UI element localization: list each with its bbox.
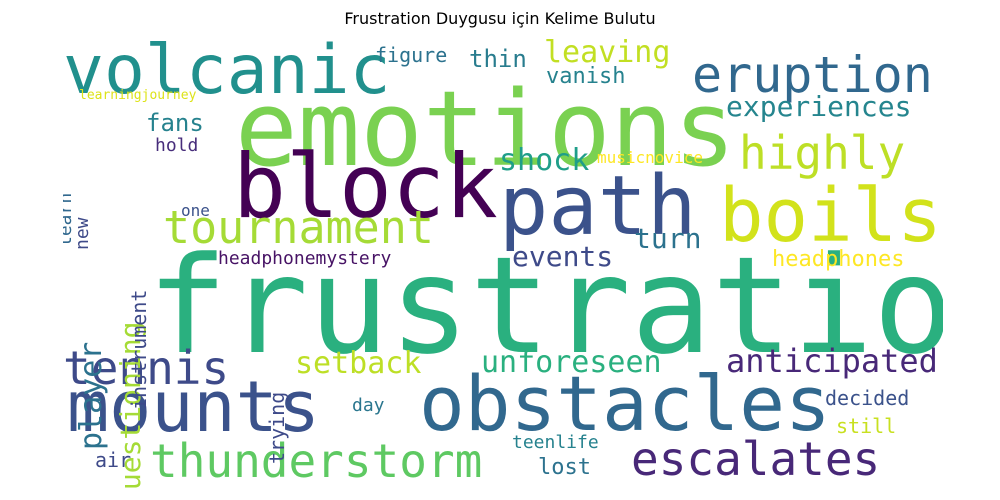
cloud-word-learn: learn: [63, 192, 76, 247]
cloud-word-highly: highly: [739, 126, 906, 180]
cloud-word-boils: boils: [719, 173, 942, 259]
cloud-word-shock: shock: [499, 143, 590, 178]
cloud-word-decided: decided: [825, 386, 910, 410]
cloud-word-instrument: instrument: [127, 289, 151, 410]
cloud-word-block: block: [233, 135, 498, 238]
cloud-word-learningjourney: learningjourney: [79, 88, 197, 103]
cloud-word-path: path: [499, 159, 697, 254]
figure-title: Frustration Duygusu için Kelime Bulutu: [344, 9, 656, 28]
cloud-word-air: air: [95, 448, 132, 472]
cloud-word-trying: trying: [265, 391, 289, 464]
cloud-word-figure: figure: [375, 43, 448, 67]
cloud-word-fans: fans: [146, 109, 204, 137]
cloud-word-lost: lost: [538, 455, 591, 480]
cloud-word-teenlife: teenlife: [512, 432, 599, 453]
cloud-word-frustration: frustration: [147, 228, 943, 384]
cloud-word-turn: turn: [634, 222, 702, 255]
cloud-word-escalates: escalates: [631, 432, 881, 486]
cloud-word-day: day: [352, 395, 385, 416]
cloud-word-anticipated: anticipated: [726, 342, 938, 380]
cloud-word-tennis: tennis: [63, 341, 230, 395]
cloud-word-volcanic: volcanic: [63, 38, 391, 110]
cloud-word-thin: thin: [469, 45, 527, 73]
cloud-word-obstacles: obstacles: [419, 359, 831, 448]
cloud-word-mounts: mounts: [67, 366, 320, 448]
cloud-word-new: new: [72, 217, 93, 251]
cloud-word-musicnovice: musicnovice: [597, 148, 703, 167]
cloud-word-headphones: headphones: [772, 247, 905, 272]
cloud-word-events: events: [512, 240, 614, 273]
cloud-word-unforeseen: unforeseen: [481, 345, 662, 380]
cloud-word-vanish: vanish: [546, 64, 626, 89]
cloud-word-player: player: [74, 341, 109, 450]
cloud-word-experiences: experiences: [726, 90, 912, 123]
cloud-word-headphonemystery: headphonemystery: [218, 248, 392, 269]
cloud-word-tournament: tournament: [163, 201, 434, 254]
cloud-word-hold: hold: [155, 135, 199, 156]
cloud-word-eruption: eruption: [692, 46, 933, 104]
cloud-word-emotions: emotions: [235, 68, 736, 190]
cloud-word-leaving: leaving: [544, 38, 671, 70]
cloud-word-one: one: [181, 201, 210, 220]
cloud-word-setback: setback: [295, 346, 422, 381]
cloud-word-still: still: [836, 414, 897, 438]
cloud-word-thunderstorm: thunderstorm: [150, 434, 483, 488]
